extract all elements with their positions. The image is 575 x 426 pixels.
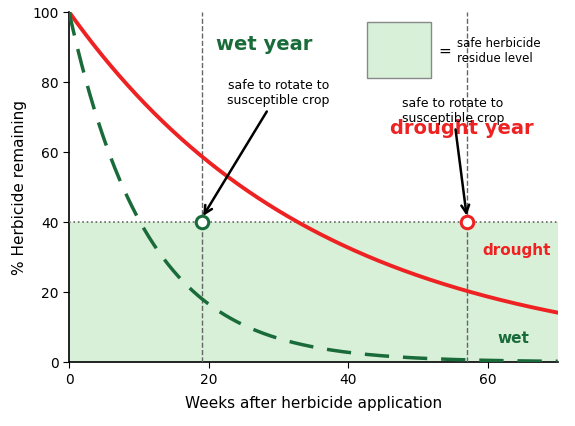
X-axis label: Weeks after herbicide application: Weeks after herbicide application [185,395,442,410]
Text: wet year: wet year [216,35,312,54]
Text: drought: drought [482,243,551,258]
Y-axis label: % Herbicide remaining: % Herbicide remaining [12,100,26,275]
Text: safe to rotate to
susceptible crop: safe to rotate to susceptible crop [402,97,504,213]
Text: drought year: drought year [390,118,534,138]
Text: =: = [439,44,451,59]
Text: safe herbicide
residue level: safe herbicide residue level [457,37,540,65]
Text: safe to rotate to
susceptible crop: safe to rotate to susceptible crop [205,79,329,214]
Text: wet: wet [498,330,530,345]
